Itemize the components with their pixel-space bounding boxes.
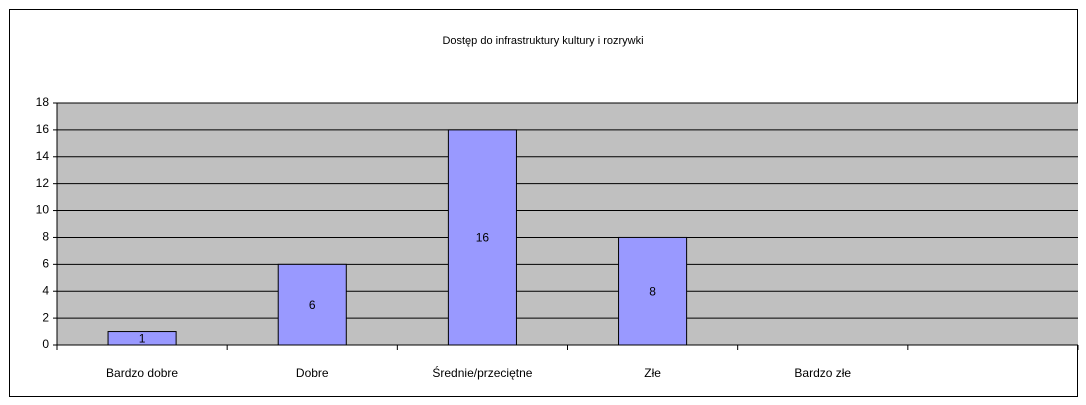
- y-tick-label: 16: [36, 122, 50, 136]
- bar: [618, 236, 688, 346]
- plot-area: [57, 103, 1078, 345]
- data-label: 1: [139, 331, 146, 345]
- data-label: 8: [649, 284, 656, 298]
- y-tick-label: 0: [42, 337, 49, 351]
- y-tick-label: 2: [42, 310, 49, 324]
- bar: [447, 129, 517, 346]
- y-tick-label: 8: [42, 230, 49, 244]
- x-tick-label: Złe: [644, 366, 661, 380]
- y-tick-label: 4: [42, 283, 49, 297]
- y-tick-label: 10: [36, 203, 50, 217]
- x-tick-label: Bardzo dobre: [106, 366, 178, 380]
- y-tick-label: 12: [36, 176, 50, 190]
- y-tick-label: 6: [42, 257, 49, 271]
- x-tick-label: Bardzo złe: [794, 366, 851, 380]
- data-label: 16: [476, 231, 490, 245]
- x-tick-label: Średnie/przeciętne: [432, 365, 532, 380]
- y-tick-label: 14: [36, 149, 50, 163]
- y-tick-label: 18: [36, 95, 50, 109]
- bar: [107, 331, 177, 346]
- bar: [277, 263, 347, 346]
- x-tick-label: Dobre: [296, 366, 329, 380]
- data-label: 6: [309, 298, 316, 312]
- chart-title: Dostęp do infrastruktury kultury i rozry…: [442, 35, 643, 47]
